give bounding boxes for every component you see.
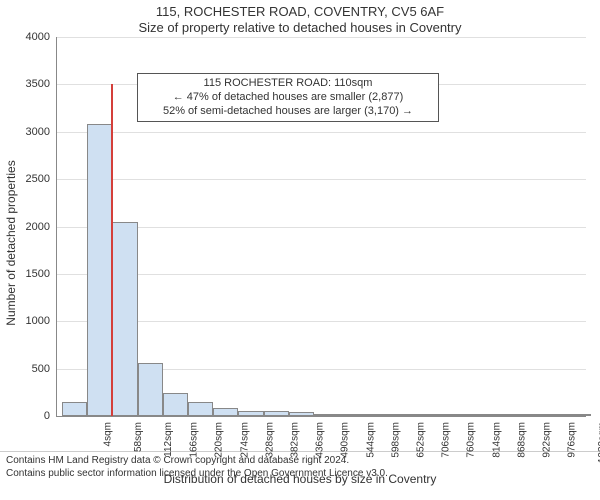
- x-tick: 760sqm: [466, 422, 477, 458]
- histogram-bar: [566, 414, 591, 416]
- histogram-bar: [415, 414, 440, 416]
- histogram-bar: [541, 414, 566, 416]
- chart-area: Number of detached properties 0500100015…: [0, 35, 600, 451]
- histogram-bar: [163, 393, 188, 416]
- x-tick: 598sqm: [390, 422, 401, 458]
- histogram-bar: [390, 414, 415, 416]
- y-tick: 1000: [0, 315, 50, 327]
- histogram-bar: [516, 414, 541, 416]
- histogram-bar: [289, 412, 314, 416]
- histogram-bar: [112, 222, 137, 416]
- histogram-bar: [213, 408, 238, 416]
- x-tick: 922sqm: [542, 422, 553, 458]
- histogram-bar: [314, 414, 339, 416]
- annotation-line: ← 47% of detached houses are smaller (2,…: [144, 91, 432, 105]
- histogram-bar: [364, 414, 389, 416]
- annotation-box: 115 ROCHESTER ROAD: 110sqm← 47% of detac…: [137, 73, 439, 122]
- histogram-bar: [465, 414, 490, 416]
- annotation-line: 52% of semi-detached houses are larger (…: [144, 105, 432, 119]
- gridline: [57, 179, 586, 180]
- y-tick: 500: [0, 363, 50, 375]
- annotation-line: 115 ROCHESTER ROAD: 110sqm: [144, 77, 432, 91]
- x-tick: 328sqm: [264, 422, 275, 458]
- histogram-bar: [490, 414, 515, 416]
- x-tick: 4sqm: [102, 422, 113, 446]
- y-tick: 1500: [0, 268, 50, 280]
- x-tick: 274sqm: [239, 422, 250, 458]
- y-tick: 2500: [0, 173, 50, 185]
- x-tick: 112sqm: [163, 422, 174, 457]
- histogram-bar: [440, 414, 465, 416]
- x-tick: 436sqm: [315, 422, 326, 458]
- x-tick: 706sqm: [441, 422, 452, 458]
- histogram-bar: [339, 414, 364, 416]
- x-tick: 868sqm: [516, 422, 527, 458]
- x-tick: 976sqm: [567, 422, 578, 458]
- x-tick: 652sqm: [416, 422, 427, 458]
- x-tick: 814sqm: [491, 422, 502, 458]
- histogram-bar: [87, 124, 112, 416]
- x-tick: 58sqm: [133, 422, 144, 452]
- x-axis-label: Distribution of detached houses by size …: [0, 472, 600, 486]
- x-tick: 382sqm: [290, 422, 301, 458]
- property-marker: [111, 84, 113, 416]
- histogram-bar: [62, 402, 87, 416]
- chart-titles: 115, ROCHESTER ROAD, COVENTRY, CV5 6AF S…: [0, 0, 600, 35]
- histogram-bar: [238, 411, 263, 416]
- y-tick: 4000: [0, 31, 50, 43]
- gridline: [57, 37, 586, 38]
- y-tick: 0: [0, 410, 50, 422]
- title-main: 115, ROCHESTER ROAD, COVENTRY, CV5 6AF: [0, 4, 600, 19]
- gridline: [57, 132, 586, 133]
- x-tick: 490sqm: [340, 422, 351, 458]
- x-tick: 220sqm: [214, 422, 225, 458]
- histogram-bar: [138, 363, 163, 416]
- histogram-bar: [188, 402, 213, 416]
- x-tick: 166sqm: [189, 422, 200, 458]
- y-tick: 3500: [0, 78, 50, 90]
- y-tick: 2000: [0, 221, 50, 233]
- histogram-bar: [264, 411, 289, 416]
- x-tick: 544sqm: [365, 422, 376, 458]
- title-sub: Size of property relative to detached ho…: [0, 20, 600, 35]
- y-tick: 3000: [0, 126, 50, 138]
- plot-region: 115 ROCHESTER ROAD: 110sqm← 47% of detac…: [56, 37, 586, 417]
